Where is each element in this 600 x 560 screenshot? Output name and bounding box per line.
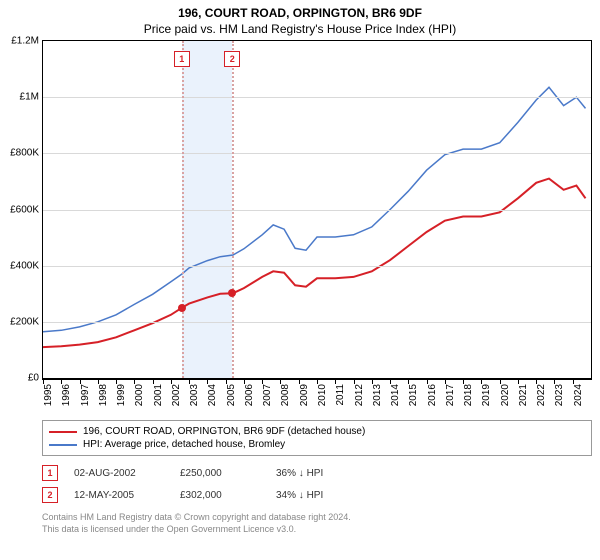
x-tick-label: 2016	[427, 384, 438, 406]
x-tick-label: 1996	[61, 384, 72, 406]
sale-marker-box: 2	[224, 51, 240, 67]
x-tick-label: 2020	[500, 384, 511, 406]
x-tick-label: 2006	[244, 384, 255, 406]
sale-marker-line	[182, 41, 184, 378]
footer-line1: Contains HM Land Registry data © Crown c…	[42, 512, 592, 524]
x-tick-label: 1995	[43, 384, 54, 406]
y-tick-label: £1.2M	[11, 36, 43, 47]
sale-marker-dot	[228, 289, 236, 297]
x-tick-label: 1998	[98, 384, 109, 406]
y-tick-label: £0	[28, 373, 43, 384]
sale-row-date: 12-MAY-2005	[74, 490, 164, 501]
sale-row-price: £302,000	[180, 490, 260, 501]
gridline	[43, 322, 591, 323]
x-tick-label: 2004	[207, 384, 218, 406]
legend-swatch	[49, 444, 77, 446]
legend-row: 196, COURT ROAD, ORPINGTON, BR6 9DF (det…	[49, 425, 585, 438]
x-tick-label: 2001	[153, 384, 164, 406]
chart-plot-wrap: £0£200K£400K£600K£800K£1M£1.2M1995199619…	[42, 40, 592, 380]
sale-row: 2 12-MAY-2005 £302,000 34% ↓ HPI	[42, 484, 592, 506]
footer-attribution: Contains HM Land Registry data © Crown c…	[42, 512, 592, 535]
sale-row-price: £250,000	[180, 468, 260, 479]
gridline	[43, 266, 591, 267]
sale-row-compare: 36% ↓ HPI	[276, 468, 356, 479]
x-tick-label: 1999	[116, 384, 127, 406]
x-tick-label: 2019	[481, 384, 492, 406]
y-tick-label: £1M	[20, 92, 43, 103]
gridline	[43, 153, 591, 154]
legend-row: HPI: Average price, detached house, Brom…	[49, 438, 585, 451]
x-tick-label: 2011	[335, 384, 346, 406]
sale-marker-dot	[178, 304, 186, 312]
x-tick-label: 2018	[463, 384, 474, 406]
sale-marker-box: 1	[174, 51, 190, 67]
y-tick-label: £400K	[10, 260, 43, 271]
x-tick-label: 2014	[390, 384, 401, 406]
x-tick-label: 2013	[372, 384, 383, 406]
chart-subtitle: Price paid vs. HM Land Registry's House …	[0, 20, 600, 40]
x-tick-label: 2012	[354, 384, 365, 406]
x-tick-label: 2003	[189, 384, 200, 406]
chart-container: 196, COURT ROAD, ORPINGTON, BR6 9DF Pric…	[0, 0, 600, 560]
sale-row-num: 2	[42, 487, 58, 503]
footer-line2: This data is licensed under the Open Gov…	[42, 524, 592, 536]
legend-label: 196, COURT ROAD, ORPINGTON, BR6 9DF (det…	[83, 426, 365, 437]
x-tick-label: 1997	[80, 384, 91, 406]
x-tick-label: 2002	[171, 384, 182, 406]
plot-area: £0£200K£400K£600K£800K£1M£1.2M1995199619…	[42, 40, 592, 380]
x-tick-label: 2007	[262, 384, 273, 406]
legend: 196, COURT ROAD, ORPINGTON, BR6 9DF (det…	[42, 420, 592, 456]
y-tick-label: £600K	[10, 204, 43, 215]
x-tick-label: 2024	[573, 384, 584, 406]
y-tick-label: £800K	[10, 148, 43, 159]
x-tick-label: 2010	[317, 384, 328, 406]
sale-data-table: 1 02-AUG-2002 £250,000 36% ↓ HPI 2 12-MAY-200…	[42, 462, 592, 506]
legend-label: HPI: Average price, detached house, Brom…	[83, 439, 285, 450]
x-tick-label: 2015	[408, 384, 419, 406]
x-tick-label: 2005	[226, 384, 237, 406]
gridline	[43, 210, 591, 211]
x-tick-label: 2023	[554, 384, 565, 406]
sale-row-compare: 34% ↓ HPI	[276, 490, 356, 501]
sale-marker-line	[232, 41, 234, 378]
sale-row: 1 02-AUG-2002 £250,000 36% ↓ HPI	[42, 462, 592, 484]
sale-row-date: 02-AUG-2002	[74, 468, 164, 479]
x-tick-label: 2017	[445, 384, 456, 406]
y-tick-label: £200K	[10, 316, 43, 327]
sale-row-num: 1	[42, 465, 58, 481]
chart-title: 196, COURT ROAD, ORPINGTON, BR6 9DF	[0, 0, 600, 20]
x-tick-label: 2009	[299, 384, 310, 406]
gridline	[43, 97, 591, 98]
legend-swatch	[49, 431, 77, 433]
x-tick-label: 2021	[518, 384, 529, 406]
x-tick-label: 2008	[280, 384, 291, 406]
x-tick-label: 2000	[134, 384, 145, 406]
x-tick-label: 2022	[536, 384, 547, 406]
